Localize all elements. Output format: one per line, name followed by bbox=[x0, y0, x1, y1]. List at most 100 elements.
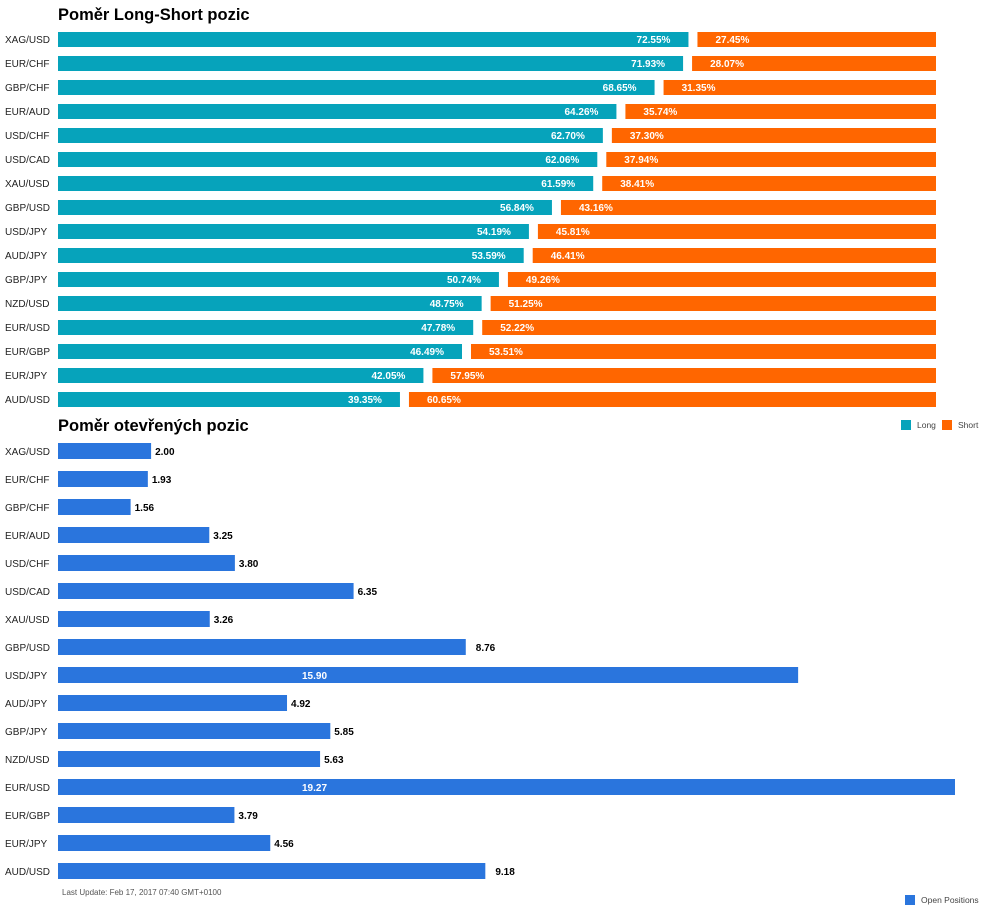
open-bar-eur-usd bbox=[58, 779, 955, 795]
open-bar-eur-aud bbox=[58, 527, 210, 543]
open-bar-eur-jpy bbox=[58, 835, 271, 851]
open-value-label-usd-cad: 6.35 bbox=[358, 587, 378, 598]
open-value-label-eur-jpy: 4.56 bbox=[274, 839, 294, 850]
open-value-label-nzd-usd: 5.63 bbox=[324, 755, 344, 766]
long-value-label-eur-chf: 71.93% bbox=[631, 59, 665, 70]
op-category-label-eur-gbp: EUR/GBP bbox=[5, 811, 50, 822]
short-value-label-nzd-usd: 51.25% bbox=[509, 299, 543, 310]
ls-category-label-usd-cad: USD/CAD bbox=[5, 155, 50, 166]
long-bar-xag-usd bbox=[58, 32, 689, 47]
ls-category-label-gbp-chf: GBP/CHF bbox=[5, 83, 49, 94]
op-category-label-eur-jpy: EUR/JPY bbox=[5, 839, 48, 850]
open-bar-usd-jpy bbox=[58, 667, 799, 683]
open-bar-gbp-usd bbox=[58, 639, 466, 655]
open-value-label-usd-jpy: 15.90 bbox=[302, 671, 327, 682]
short-bar-usd-chf bbox=[611, 128, 936, 143]
long-bar-eur-gbp bbox=[58, 344, 462, 359]
long-value-label-gbp-jpy: 50.74% bbox=[447, 275, 481, 286]
short-value-label-eur-aud: 35.74% bbox=[643, 107, 677, 118]
long-value-label-usd-cad: 62.06% bbox=[545, 155, 579, 166]
short-value-label-eur-gbp: 53.51% bbox=[489, 347, 523, 358]
op-category-label-usd-cad: USD/CAD bbox=[5, 587, 50, 598]
long-bar-nzd-usd bbox=[58, 296, 482, 311]
long-value-label-nzd-usd: 48.75% bbox=[430, 299, 464, 310]
ls-category-label-eur-chf: EUR/CHF bbox=[5, 59, 49, 70]
open-bar-usd-chf bbox=[58, 555, 235, 571]
long-value-label-usd-chf: 62.70% bbox=[551, 131, 585, 142]
open-bar-nzd-usd bbox=[58, 751, 321, 767]
long-bar-gbp-jpy bbox=[58, 272, 499, 287]
open-value-label-usd-chf: 3.80 bbox=[239, 559, 259, 570]
ls-category-label-aud-jpy: AUD/JPY bbox=[5, 251, 48, 262]
long-value-label-usd-jpy: 54.19% bbox=[477, 227, 511, 238]
long-bar-xau-usd bbox=[58, 176, 594, 191]
short-value-label-gbp-chf: 31.35% bbox=[682, 83, 716, 94]
short-value-label-aud-usd: 60.65% bbox=[427, 395, 461, 406]
short-bar-gbp-jpy bbox=[507, 272, 936, 287]
short-bar-eur-gbp bbox=[470, 344, 936, 359]
short-value-label-xag-usd: 27.45% bbox=[715, 35, 749, 46]
short-bar-eur-aud bbox=[625, 104, 936, 119]
open-bar-aud-jpy bbox=[58, 695, 288, 711]
long-value-label-eur-usd: 47.78% bbox=[421, 323, 455, 334]
open-value-label-gbp-usd: 8.76 bbox=[476, 643, 496, 654]
long-bar-eur-usd bbox=[58, 320, 474, 335]
open-value-label-aud-jpy: 4.92 bbox=[291, 699, 311, 710]
legend-open-swatch bbox=[905, 895, 915, 905]
open-value-label-aud-usd: 9.18 bbox=[495, 867, 515, 878]
legend-short: Short bbox=[942, 420, 978, 430]
open-bar-usd-cad bbox=[58, 583, 354, 599]
long-bar-gbp-usd bbox=[58, 200, 552, 215]
op-category-label-gbp-jpy: GBP/JPY bbox=[5, 727, 48, 738]
open-bar-eur-chf bbox=[58, 471, 148, 487]
op-category-label-usd-chf: USD/CHF bbox=[5, 559, 49, 570]
ls-category-label-xau-usd: XAU/USD bbox=[5, 179, 49, 190]
open-positions-chart-title: Poměr otevřených pozic bbox=[58, 417, 249, 435]
open-bar-aud-usd bbox=[58, 863, 486, 879]
short-value-label-xau-usd: 38.41% bbox=[620, 179, 654, 190]
ls-category-label-eur-jpy: EUR/JPY bbox=[5, 371, 48, 382]
short-bar-eur-chf bbox=[692, 56, 936, 71]
long-bar-aud-jpy bbox=[58, 248, 524, 263]
open-value-label-xau-usd: 3.26 bbox=[214, 615, 234, 626]
open-bar-xau-usd bbox=[58, 611, 210, 627]
legend-open-positions: Open Positions bbox=[905, 895, 979, 905]
open-bar-gbp-chf bbox=[58, 499, 131, 515]
short-bar-xag-usd bbox=[697, 32, 936, 47]
long-bar-gbp-chf bbox=[58, 80, 655, 95]
long-value-label-aud-jpy: 53.59% bbox=[472, 251, 506, 262]
open-value-label-gbp-chf: 1.56 bbox=[135, 503, 155, 514]
legend-long-label: Long bbox=[917, 420, 936, 430]
short-bar-eur-usd bbox=[482, 320, 936, 335]
open-value-label-gbp-jpy: 5.85 bbox=[334, 727, 354, 738]
short-bar-usd-cad bbox=[606, 152, 936, 167]
short-value-label-gbp-jpy: 49.26% bbox=[526, 275, 560, 286]
ls-category-label-gbp-jpy: GBP/JPY bbox=[5, 275, 48, 286]
short-value-label-eur-usd: 52.22% bbox=[500, 323, 534, 334]
short-value-label-usd-chf: 37.30% bbox=[630, 131, 664, 142]
op-category-label-usd-jpy: USD/JPY bbox=[5, 671, 48, 682]
op-category-label-eur-usd: EUR/USD bbox=[5, 783, 50, 794]
long-bar-usd-chf bbox=[58, 128, 603, 143]
short-value-label-aud-jpy: 46.41% bbox=[551, 251, 585, 262]
ls-category-label-eur-usd: EUR/USD bbox=[5, 323, 50, 334]
open-bar-gbp-jpy bbox=[58, 723, 331, 739]
short-value-label-eur-chf: 28.07% bbox=[710, 59, 744, 70]
long-bar-aud-usd bbox=[58, 392, 400, 407]
ls-category-label-nzd-usd: NZD/USD bbox=[5, 299, 49, 310]
short-value-label-usd-cad: 37.94% bbox=[624, 155, 658, 166]
open-bar-eur-gbp bbox=[58, 807, 235, 823]
open-value-label-eur-gbp: 3.79 bbox=[238, 811, 258, 822]
short-bar-usd-jpy bbox=[537, 224, 936, 239]
long-value-label-eur-aud: 64.26% bbox=[564, 107, 598, 118]
ls-category-label-eur-aud: EUR/AUD bbox=[5, 107, 50, 118]
short-bar-aud-usd bbox=[408, 392, 936, 407]
open-value-label-eur-usd: 19.27 bbox=[302, 783, 327, 794]
op-category-label-gbp-chf: GBP/CHF bbox=[5, 503, 49, 514]
legend-long: Long bbox=[901, 420, 936, 430]
long-value-label-aud-usd: 39.35% bbox=[348, 395, 382, 406]
op-category-label-nzd-usd: NZD/USD bbox=[5, 755, 49, 766]
long-value-label-xau-usd: 61.59% bbox=[541, 179, 575, 190]
open-value-label-eur-chf: 1.93 bbox=[152, 475, 172, 486]
